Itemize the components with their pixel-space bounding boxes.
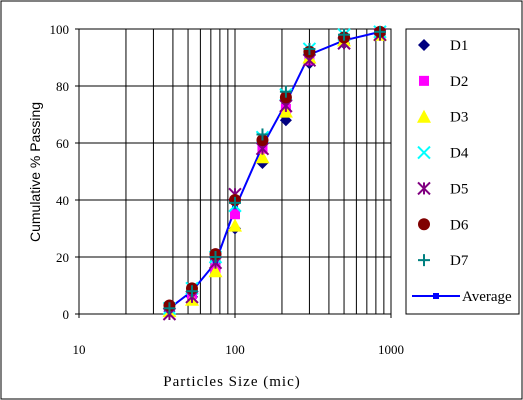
y-tick-label: 100 [50,22,70,37]
y-tick-label: 80 [56,79,69,94]
y-tick-label: 20 [56,250,69,265]
legend-marker-d5 [417,181,431,196]
series-d7-point [303,42,316,55]
series-d3-point [208,264,223,278]
x-tick-label: 1000 [378,342,404,357]
series-d7-point [373,25,386,38]
y-tick-label: 0 [63,307,70,322]
series-d7-point [185,285,198,298]
legend-marker-d1 [418,39,430,51]
legend: D1 D2 D3 D4 D5 D6 D7 Average [412,38,512,305]
x-axis-ticks: 10 100 1000 [73,314,404,357]
legend-marker-d4 [417,145,431,160]
legend-label-average: Average [462,289,512,305]
series-d7-point [163,302,176,315]
legend-box [405,28,520,315]
series-d2-point [230,209,240,220]
series-d7-point [209,251,222,263]
y-axis-ticks: 0 20 40 60 80 100 [50,22,79,322]
y-tick-label: 60 [56,136,69,151]
series-d7-point [256,128,269,141]
legend-marker-average [412,293,460,299]
series-d7-point [229,196,241,209]
x-axis-label: Particles Size (mic) [163,374,300,390]
legend-label-d3: D3 [450,110,468,126]
legend-marker-d3 [417,109,431,123]
series-d7-point [338,28,351,41]
series-d3-point [255,150,270,164]
x-tick-label: 10 [73,342,86,357]
data-points [162,25,387,321]
x-tick-label: 100 [225,342,245,357]
y-tick-label: 40 [56,193,69,208]
legend-label-d1: D1 [450,38,468,54]
legend-marker-d2 [419,75,429,86]
series-d3-point [228,218,242,232]
legend-label-d2: D2 [450,74,468,90]
grid-lines [78,28,391,315]
y-axis-label: Cumulative % Passing [27,102,43,242]
legend-label-d5: D5 [450,181,468,197]
legend-label-d6: D6 [450,217,469,233]
series-d7-point [279,85,292,98]
legend-label-d4: D4 [450,146,469,162]
legend-marker-d6 [418,218,430,231]
legend-marker-d7 [418,254,430,267]
legend-label-d7: D7 [450,253,469,269]
